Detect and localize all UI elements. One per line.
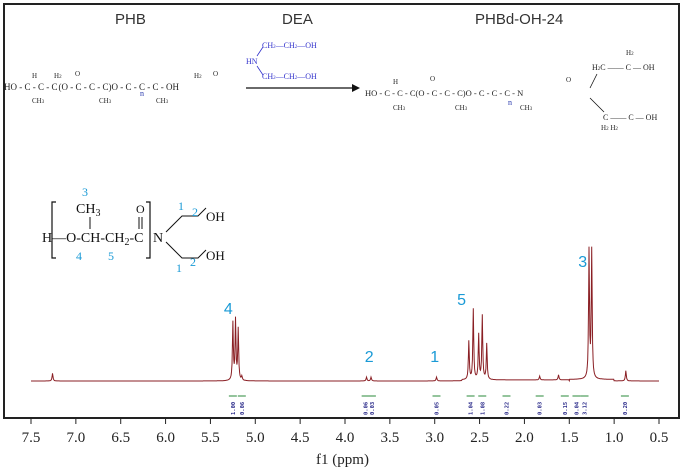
carbon-label-1-top: 1 bbox=[178, 199, 184, 213]
integration-value: 0.22 bbox=[505, 402, 511, 415]
integration-value: 0.20 bbox=[623, 402, 629, 415]
integration-value: 1.00 bbox=[231, 402, 237, 415]
svg-text:CH2—CH2—OH: CH2—CH2—OH bbox=[262, 41, 317, 50]
nmr-spectrum bbox=[31, 246, 659, 383]
structure-oh-top: OH bbox=[206, 209, 225, 224]
x-tick-label: 2.0 bbox=[515, 430, 534, 446]
integration-value: 3.12 bbox=[583, 402, 589, 415]
x-tick-label: 1.5 bbox=[560, 430, 579, 446]
x-tick-label: 6.0 bbox=[156, 430, 175, 446]
integration-value: 0.03 bbox=[538, 402, 544, 415]
x-tick-label: 5.5 bbox=[201, 430, 220, 446]
integration-value: 0.04 bbox=[575, 401, 581, 415]
reactant-ch3-c: CH3 bbox=[156, 97, 169, 105]
integration-value: 0.15 bbox=[563, 402, 569, 415]
x-tick-label: 7.5 bbox=[22, 430, 41, 446]
svg-text:HN: HN bbox=[246, 57, 258, 66]
structure-n: N bbox=[153, 231, 163, 246]
integration-value: 0.05 bbox=[435, 402, 441, 415]
x-tick-label: 4.0 bbox=[336, 430, 355, 446]
peak-label-3: 3 bbox=[578, 254, 587, 271]
carbon-label-5: 5 bbox=[108, 249, 114, 263]
product-branch-top-h2: H2 bbox=[626, 49, 634, 57]
figure-frame bbox=[3, 3, 680, 419]
peak-labels: 4 2 1 5 3 bbox=[224, 254, 587, 366]
peak-label-1: 1 bbox=[430, 349, 439, 366]
x-tick-label: 1.0 bbox=[605, 430, 624, 446]
structure-chain: H—O-CH-CH2-C bbox=[42, 231, 143, 248]
svg-text:CH2—CH2—OH: CH2—CH2—OH bbox=[262, 72, 317, 81]
carbon-label-2-top: 2 bbox=[192, 205, 198, 219]
product-repeat-n: n bbox=[508, 98, 512, 107]
product-ch3-c: CH3 bbox=[520, 104, 533, 112]
peak-label-2: 2 bbox=[365, 349, 374, 366]
reactant-label: PHB bbox=[115, 11, 146, 28]
peak-label-4: 4 bbox=[224, 301, 233, 318]
product-ch3-b: CH3 bbox=[455, 104, 468, 112]
integration-markers: 1.00 0.06 0.06 0.03 0.05 1.04 1.08 0.22 0.03 0.15… bbox=[228, 395, 629, 415]
structure-carbonyl-o: O bbox=[136, 202, 145, 216]
spectrum-line bbox=[31, 246, 659, 383]
reactant-o1: O bbox=[75, 70, 80, 78]
reactant-h1: H bbox=[32, 72, 37, 80]
reactant-ch3-b: CH3 bbox=[99, 97, 112, 105]
x-tick-label: 3.5 bbox=[380, 430, 399, 446]
reactant-h2a: H2 bbox=[54, 72, 62, 80]
integration-value: 1.08 bbox=[480, 402, 486, 415]
reagent-label: DEA bbox=[282, 11, 313, 28]
x-tick-label: 7.0 bbox=[66, 430, 85, 446]
x-tick-label: 3.0 bbox=[425, 430, 444, 446]
peak-label-5: 5 bbox=[457, 292, 466, 309]
x-axis: 7.5 7.0 6.5 6.0 5.5 5.0 4.5 4.0 3.5 3.0 2.5 2.0 1.5 1… bbox=[22, 419, 669, 446]
integration-value: 0.06 bbox=[364, 401, 370, 415]
integration-value: 1.04 bbox=[469, 401, 475, 415]
arrow-head bbox=[352, 84, 360, 92]
product-o1: O bbox=[430, 75, 435, 83]
labelled-structure: H—O-CH-CH2-C CH3 O N OH OH 3 4 5 1 2 1 2 bbox=[42, 185, 225, 275]
product-branch-bottom: C —— C — OH bbox=[603, 113, 657, 122]
product-main-formula: HO - C - C - C(O - C - C - C)O - C - C -… bbox=[365, 88, 523, 98]
carbon-label-2-bottom: 2 bbox=[190, 255, 196, 269]
x-tick-label: 6.5 bbox=[111, 430, 130, 446]
product-h1: H bbox=[393, 78, 398, 86]
carbon-label-1-bottom: 1 bbox=[176, 261, 182, 275]
structure-methyl: CH3 bbox=[76, 202, 100, 219]
product-branch-top: H2C —— C — OH bbox=[592, 63, 655, 72]
carbon-label-4: 4 bbox=[76, 249, 82, 263]
reactant-repeat-n: n bbox=[140, 89, 144, 98]
x-tick-label: 4.5 bbox=[291, 430, 310, 446]
carbon-label-3: 3 bbox=[82, 185, 88, 199]
x-tick-label: 0.5 bbox=[650, 430, 669, 446]
product-o2: O bbox=[566, 76, 571, 84]
x-tick-label: 2.5 bbox=[470, 430, 489, 446]
integration-value: 0.06 bbox=[240, 401, 246, 415]
product-label: PHBd-OH-24 bbox=[475, 11, 564, 28]
x-tick-label: 5.0 bbox=[246, 430, 265, 446]
dea-structure: CH2—CH2—OH HN CH2—CH2—OH bbox=[246, 41, 317, 81]
reactant-main-formula: HO - C - C - C(O - C - C - C)O - C - C -… bbox=[4, 82, 179, 92]
integration-value: 0.03 bbox=[370, 402, 376, 415]
product-ch3-a: CH3 bbox=[393, 104, 406, 112]
reactant-ch3-a: CH3 bbox=[32, 97, 45, 105]
structure-oh-bottom: OH bbox=[206, 248, 225, 263]
x-axis-title: f1 (ppm) bbox=[316, 452, 369, 468]
reactant-h2b: H2 bbox=[194, 72, 202, 80]
product-branch-bottom-h2: H2 H2 bbox=[601, 124, 618, 132]
reaction-scheme: HO - C - C - C(O - C - C - C)O - C - C -… bbox=[4, 41, 657, 132]
reactant-o2: O bbox=[213, 70, 218, 78]
